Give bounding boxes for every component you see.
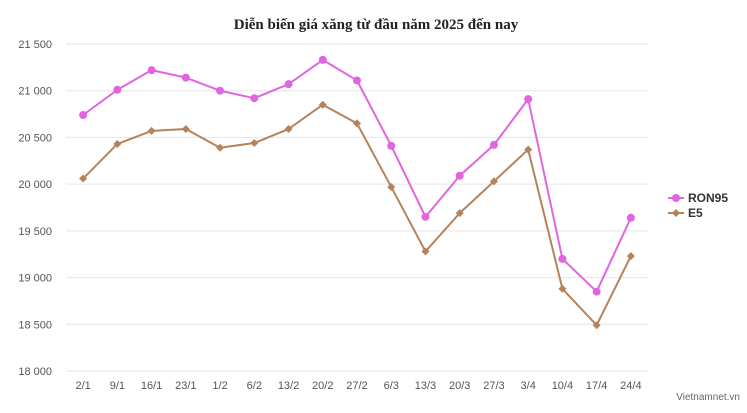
x-tick-label: 20/2	[312, 380, 333, 392]
data-point-e5[interactable]	[181, 125, 190, 134]
x-tick-label: 2/1	[75, 380, 90, 392]
data-point-ron95[interactable]	[147, 66, 156, 75]
data-point-ron95[interactable]	[79, 111, 88, 120]
x-tick-label: 23/1	[175, 380, 196, 392]
data-point-e5[interactable]	[147, 126, 156, 135]
data-point-e5[interactable]	[353, 119, 361, 128]
data-point-e5[interactable]	[284, 125, 293, 134]
x-tick-label: 13/3	[415, 380, 436, 392]
legend-item-ron95[interactable]: RON95	[668, 191, 728, 205]
data-point-ron95[interactable]	[353, 76, 361, 85]
chart-title: Diễn biến giá xăng từ đầu năm 2025 đến n…	[234, 17, 519, 33]
x-tick-label: 27/3	[483, 380, 504, 392]
x-tick-label: 6/3	[384, 380, 399, 392]
legend-item-e5[interactable]: E5	[668, 206, 703, 220]
series-line-ron95	[82, 58, 632, 293]
data-point-e5[interactable]	[79, 174, 88, 183]
data-point-ron95[interactable]	[181, 73, 190, 82]
legend-label: E5	[688, 206, 703, 220]
data-point-ron95[interactable]	[558, 254, 567, 263]
data-point-ron95[interactable]	[250, 94, 259, 103]
y-tick-label: 18 500	[18, 319, 52, 331]
data-point-ron95[interactable]	[113, 85, 122, 94]
y-tick-label: 19 000	[18, 273, 52, 285]
data-point-e5[interactable]	[455, 209, 464, 218]
y-tick-label: 21 500	[18, 39, 52, 51]
legend-marker-diamond-icon	[672, 209, 680, 217]
x-axis: 2/1 9/1 16/1 23/1 1/2 6/2 13/2 20/2 27/2 6/3 13/3 2…	[75, 380, 641, 392]
x-tick-label: 17/4	[586, 380, 607, 392]
data-point-ron95[interactable]	[489, 140, 498, 149]
x-tick-label: 1/2	[212, 380, 227, 392]
series-e5	[79, 100, 635, 330]
x-tick-label: 3/4	[521, 380, 536, 392]
series-ron95	[79, 55, 635, 296]
data-point-ron95[interactable]	[524, 95, 533, 104]
y-tick-label: 20 500	[18, 132, 52, 144]
x-tick-label: 9/1	[110, 380, 125, 392]
legend-marker-circle-icon	[672, 194, 680, 202]
y-tick-label: 19 500	[18, 226, 52, 238]
data-point-e5[interactable]	[489, 177, 498, 186]
x-tick-label: 13/2	[278, 380, 299, 392]
data-point-ron95[interactable]	[626, 213, 635, 222]
data-point-e5[interactable]	[216, 143, 225, 152]
data-point-e5[interactable]	[113, 139, 122, 148]
data-point-ron95[interactable]	[455, 171, 464, 180]
x-tick-label: 6/2	[247, 380, 262, 392]
y-tick-label: 18 000	[18, 366, 52, 378]
data-point-e5[interactable]	[318, 100, 327, 109]
data-point-e5[interactable]	[558, 284, 567, 293]
data-point-ron95[interactable]	[284, 80, 293, 89]
gridlines	[66, 43, 648, 372]
data-point-ron95[interactable]	[592, 287, 601, 296]
data-point-ron95[interactable]	[318, 55, 327, 64]
data-point-ron95[interactable]	[216, 86, 225, 95]
data-point-e5[interactable]	[524, 145, 533, 154]
data-point-e5[interactable]	[387, 182, 396, 191]
series-group	[79, 55, 635, 330]
y-tick-label: 21 000	[18, 86, 52, 98]
x-tick-label: 24/4	[620, 380, 641, 392]
x-tick-label: 27/2	[346, 380, 367, 392]
data-point-e5[interactable]	[626, 252, 635, 261]
x-tick-label: 20/3	[449, 380, 470, 392]
data-point-e5[interactable]	[592, 321, 601, 330]
source-credit: Vietnamnet.vn	[676, 392, 740, 403]
data-point-ron95[interactable]	[421, 212, 430, 221]
x-tick-label: 16/1	[141, 380, 162, 392]
data-point-e5[interactable]	[250, 139, 259, 148]
y-axis: 18 000 18 500 19 000 19 500 20 000 20 500 21 0…	[18, 39, 52, 378]
x-tick-label: 10/4	[552, 380, 573, 392]
legend-label: RON95	[688, 191, 728, 205]
data-point-e5[interactable]	[421, 247, 430, 256]
data-point-ron95[interactable]	[387, 141, 396, 150]
y-tick-label: 20 000	[18, 179, 52, 191]
